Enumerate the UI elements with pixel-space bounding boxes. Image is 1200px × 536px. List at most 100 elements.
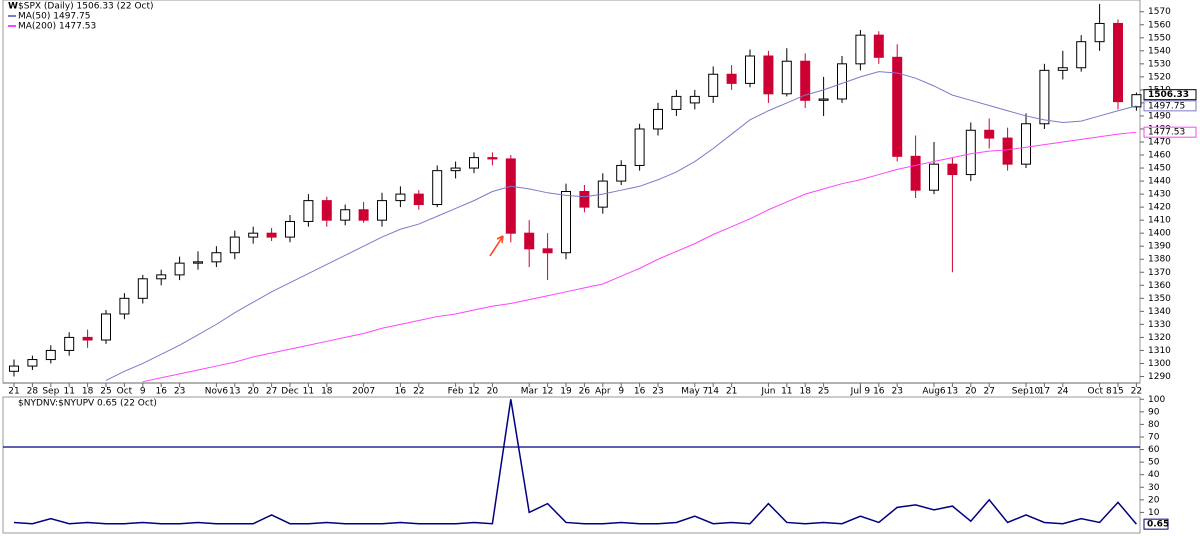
- x-tick-label: May 7: [681, 387, 708, 397]
- candle-body: [579, 191, 590, 208]
- y-tick-label: 50: [1148, 458, 1160, 468]
- arrow-annotation: [489, 235, 504, 257]
- candle-body: [340, 209, 351, 221]
- x-tick-label: Sep10: [1012, 387, 1041, 397]
- candle-body: [561, 191, 571, 254]
- candle-body: [800, 60, 811, 101]
- x-tick-label: 17: [1039, 387, 1050, 397]
- y-tick-label: 1470: [1148, 137, 1171, 147]
- candle-body: [1131, 94, 1142, 108]
- x-tick-label: 16: [634, 387, 646, 397]
- candle-body: [487, 157, 498, 160]
- y-tick-label: 1440: [1148, 177, 1171, 187]
- candle-body: [689, 95, 700, 104]
- price-panel: [2, 0, 1141, 384]
- value-box: [1143, 100, 1197, 112]
- y-tick-label: 60: [1148, 445, 1160, 455]
- x-tick-label: 13: [229, 387, 240, 397]
- candle-body: [763, 55, 774, 95]
- y-tick-label: 1530: [1148, 59, 1171, 69]
- y-tick-label: 70: [1148, 432, 1160, 442]
- x-tick-label: 22: [413, 387, 424, 397]
- candle-body: [358, 209, 369, 221]
- candle-body: [64, 336, 75, 351]
- y-tick-label: 1370: [1148, 268, 1171, 278]
- legend-label: MA(200) 1477.53: [18, 22, 96, 32]
- candle-body: [1002, 137, 1013, 165]
- x-tick-label: 27: [266, 387, 277, 397]
- x-tick-label: 9: [140, 387, 146, 397]
- y-tick-label: 1520: [1148, 72, 1171, 82]
- candle-body: [45, 349, 56, 361]
- candle-body: [174, 262, 185, 276]
- y-tick-label: 90: [1148, 407, 1160, 417]
- x-tick-label: Apr: [595, 387, 611, 397]
- x-tick-label: 20: [247, 387, 259, 397]
- candle-body: [653, 108, 663, 130]
- x-tick-label: Dec: [281, 387, 298, 397]
- candle-body: [377, 200, 387, 221]
- x-tick-label: 22: [1131, 387, 1142, 397]
- x-tick-label: 12: [468, 387, 479, 397]
- candle-body: [616, 164, 627, 182]
- x-tick-label: 11: [781, 387, 792, 397]
- candle-body: [855, 34, 866, 65]
- candle-body: [211, 252, 222, 263]
- last-value: 1497.75: [1148, 101, 1185, 111]
- x-tick-label: 24: [1057, 387, 1069, 397]
- x-tick-label: 12: [542, 387, 553, 397]
- x-tick-label: 14: [707, 387, 719, 397]
- x-tick-label: 26: [579, 387, 591, 397]
- candle-body: [1094, 22, 1105, 43]
- x-tick-label: 27: [983, 387, 994, 397]
- candle-body: [726, 73, 737, 84]
- x-tick-label: 20: [487, 387, 499, 397]
- value-box: [1143, 126, 1197, 138]
- candle-body: [266, 232, 277, 238]
- x-tick-label: 11: [303, 387, 314, 397]
- moving-average: [105, 71, 1137, 381]
- x-tick-label: 2007: [352, 387, 375, 397]
- candle-body: [505, 158, 516, 234]
- y-tick-label: 30: [1148, 483, 1160, 493]
- x-tick-label: Oct: [117, 387, 133, 397]
- x-tick-label: 15: [1112, 387, 1123, 397]
- x-tick-label: 23: [891, 387, 902, 397]
- candle-body: [1039, 69, 1050, 125]
- candle-body: [413, 193, 424, 206]
- candle-body: [984, 129, 995, 139]
- y-tick-label: 1420: [1148, 203, 1171, 213]
- candle-body: [450, 167, 461, 172]
- legend-label: MA(50) 1497.75: [18, 12, 90, 22]
- candle-body: [1076, 41, 1087, 69]
- y-tick-label: 1410: [1148, 216, 1171, 226]
- candle-body: [27, 359, 38, 367]
- y-tick-label: 100: [1148, 395, 1165, 405]
- candle-body: [929, 163, 939, 191]
- y-tick-label: 1450: [1148, 164, 1171, 174]
- x-tick-label: Jun: [760, 387, 775, 397]
- candle-body: [137, 278, 148, 299]
- ratio-line: [13, 399, 1137, 525]
- candle-body: [818, 98, 829, 101]
- y-tick-label: 1490: [1148, 111, 1171, 121]
- y-tick-label: 40: [1148, 470, 1160, 480]
- y-tick-label: 1560: [1148, 20, 1171, 30]
- candle-body: [193, 261, 203, 264]
- candle-body: [321, 200, 332, 221]
- y-tick-label: 1360: [1148, 281, 1171, 291]
- x-tick-label: 25: [100, 387, 111, 397]
- y-tick-label: 1300: [1148, 359, 1171, 369]
- y-tick-label: 20: [1148, 495, 1160, 505]
- candle-body: [1057, 67, 1068, 71]
- last-value: 1506.33: [1148, 90, 1189, 100]
- y-tick-label: 1350: [1148, 294, 1171, 304]
- x-tick-label: 21: [8, 387, 19, 397]
- y-tick-label: 1330: [1148, 320, 1171, 330]
- x-tick-label: 28: [27, 387, 39, 397]
- candle-body: [395, 193, 406, 202]
- y-tick-label: 1550: [1148, 33, 1171, 43]
- x-tick-label: 23: [174, 387, 185, 397]
- x-tick-label: Sep: [42, 387, 59, 397]
- candle-body: [432, 170, 443, 206]
